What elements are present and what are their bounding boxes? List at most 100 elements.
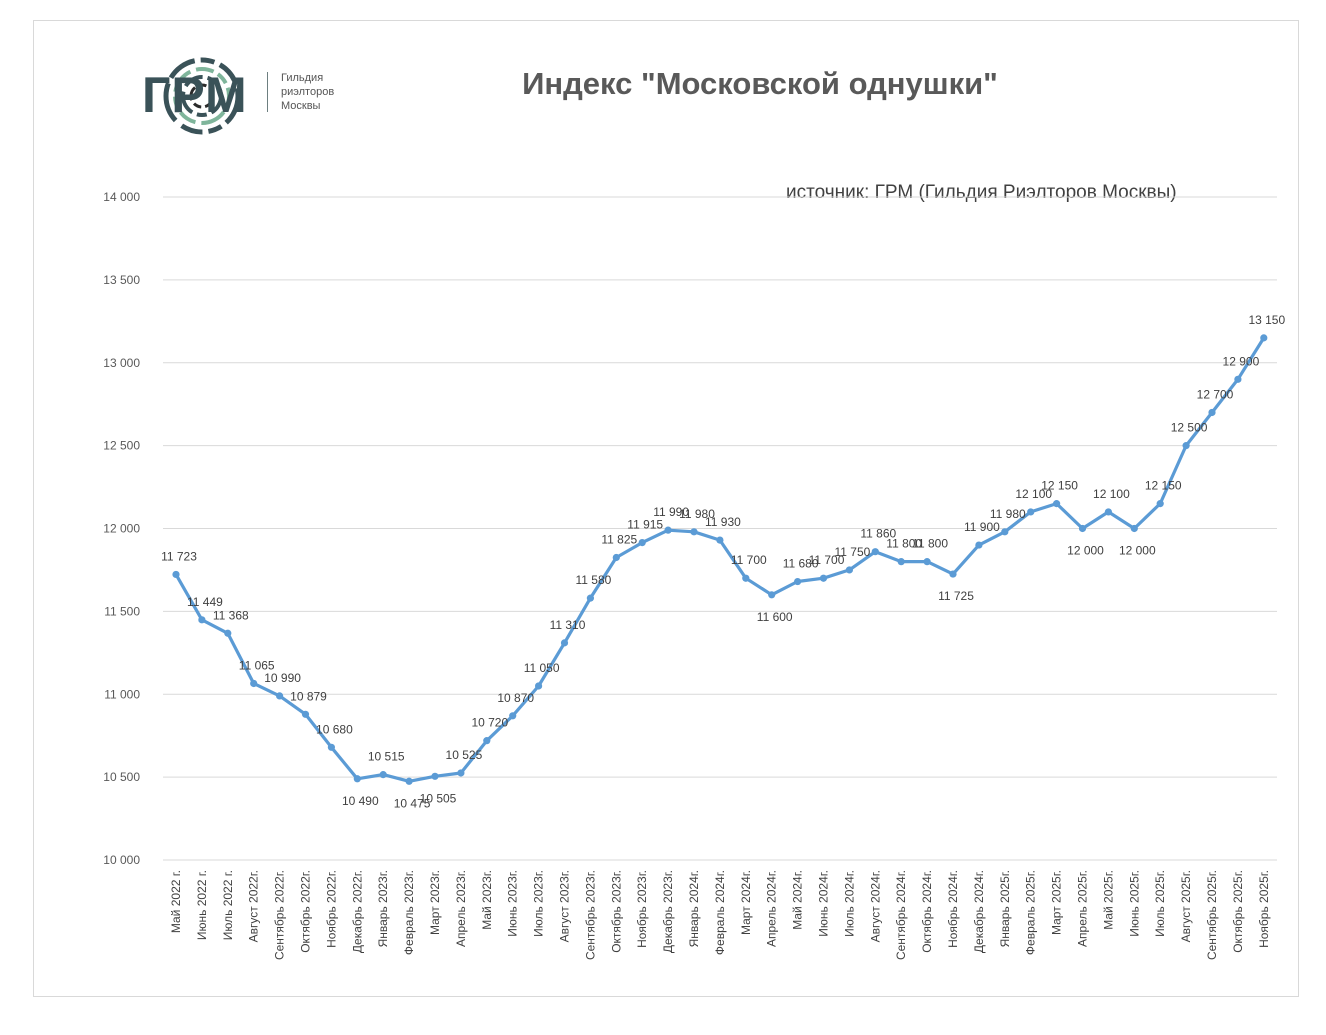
data-label: 12 100: [1015, 487, 1052, 501]
data-label: 11 050: [524, 661, 560, 675]
brand-subtitle-line: риэлторов: [281, 86, 335, 98]
data-label: 11 700: [731, 553, 767, 567]
data-label: 10 680: [316, 722, 353, 736]
data-point: [975, 541, 983, 549]
data-label: 10 720: [471, 716, 508, 730]
data-point: [353, 775, 361, 783]
data-label: 11 930: [705, 515, 741, 529]
x-tick-label: Май 2025г.: [1101, 870, 1115, 930]
data-label: 11 915: [627, 518, 663, 532]
x-tick-label: Август 2025г.: [1179, 870, 1193, 942]
y-tick-label: 11 500: [104, 604, 140, 618]
brand-subtitle-line: Гильдия: [281, 72, 324, 84]
data-point: [1130, 524, 1138, 533]
x-tick-label: Февраль 2023г.: [402, 870, 416, 955]
brand-subtitle-line: Москвы: [281, 100, 321, 112]
y-tick-label: 10 000: [103, 853, 140, 867]
data-point: [871, 548, 879, 556]
data-label: 10 525: [446, 748, 483, 762]
data-point: [819, 574, 828, 582]
x-tick-label: Сентябрь 2022г.: [273, 870, 287, 960]
data-label: 10 490: [342, 794, 379, 808]
data-point: [1078, 524, 1087, 533]
data-point: [224, 629, 232, 637]
data-label: 10 505: [420, 791, 457, 805]
x-tick-label: Январь 2025г.: [998, 870, 1012, 947]
data-point: [690, 528, 698, 536]
data-label: 11 800: [886, 537, 922, 551]
x-tick-label: Май 2023г.: [480, 870, 494, 930]
x-tick-label: Декабрь 2023г.: [661, 870, 675, 953]
x-tick-label: Май 2022 г.: [169, 870, 183, 933]
x-tick-label: Сентябрь 2024г.: [894, 870, 908, 960]
data-point: [897, 558, 905, 566]
x-tick-label: Март 2025г.: [1050, 870, 1064, 935]
data-label: 11 980: [990, 507, 1026, 521]
x-tick-label: Май 2024г.: [791, 870, 805, 930]
data-label: 11 723: [161, 549, 197, 563]
x-tick-label: Октябрь 2022г.: [299, 870, 313, 953]
x-tick-label: Июнь 2023г.: [506, 870, 520, 937]
data-point: [742, 574, 750, 582]
data-label: 11 900: [964, 520, 1000, 534]
data-point: [431, 772, 439, 780]
data-label: 11 600: [757, 610, 793, 624]
gridlines: [163, 196, 1277, 861]
x-tick-label: Октябрь 2025г.: [1231, 870, 1245, 953]
x-tick-label: Март 2024г.: [739, 870, 753, 935]
y-tick-label: 12 500: [103, 439, 140, 453]
x-tick-label: Апрель 2024г.: [765, 870, 779, 947]
y-tick-label: 12 000: [103, 522, 140, 536]
data-label: 11 800: [912, 537, 948, 551]
data-point: [664, 526, 672, 534]
data-point: [1156, 500, 1164, 508]
data-label: 11 990: [653, 505, 689, 519]
data-label: 13 150: [1248, 313, 1285, 327]
data-point: [612, 553, 620, 562]
data-point: [949, 570, 957, 578]
x-tick-label: Ноябрь 2025г.: [1257, 870, 1271, 948]
y-tick-label: 13 500: [103, 273, 140, 287]
x-tick-label: Январь 2024г.: [687, 870, 701, 947]
x-tick-label: Август 2022г.: [247, 870, 261, 942]
data-label: 10 870: [497, 691, 534, 705]
data-point: [301, 710, 310, 718]
y-axis-ticks: 10 000 10 500 11 000 11 500 12 000 12 500 13 0…: [103, 190, 140, 867]
y-tick-label: 11 000: [104, 687, 140, 701]
data-label: 12 900: [1223, 354, 1260, 368]
data-label: 12 100: [1093, 487, 1130, 501]
y-tick-label: 13 000: [103, 356, 140, 370]
x-tick-label: Июль 2024г.: [842, 870, 856, 937]
x-tick-label: Июнь 2022 г.: [195, 870, 209, 940]
brand-subtitle: Гильдия риэлторов Москвы: [281, 71, 371, 113]
x-tick-label: Декабрь 2024г.: [972, 870, 986, 953]
x-tick-label: Февраль 2025г.: [1024, 870, 1038, 955]
x-tick-label: Июнь 2024г.: [817, 870, 831, 937]
x-tick-label: Февраль 2024г.: [713, 870, 727, 955]
data-point: [379, 771, 387, 779]
data-point: [1234, 375, 1242, 383]
data-point: [1104, 508, 1112, 516]
data-label: 10 475: [394, 796, 431, 810]
data-point: [1027, 508, 1035, 516]
data-label: 11 700: [809, 553, 845, 567]
y-tick-label: 10 500: [103, 770, 140, 784]
data-points: [172, 334, 1268, 785]
logo-divider: [267, 72, 268, 112]
data-point: [923, 558, 931, 566]
data-point: [327, 743, 335, 751]
data-label: 12 150: [1041, 479, 1078, 493]
x-tick-label: Август 2024г.: [868, 870, 882, 942]
data-label: 12 000: [1119, 544, 1156, 558]
data-point: [457, 769, 465, 777]
data-label: 10 515: [368, 750, 405, 764]
data-label: 12 500: [1171, 421, 1208, 435]
data-point: [535, 682, 543, 690]
data-point: [794, 577, 802, 586]
data-label: 11 980: [679, 507, 715, 521]
data-label: 11 860: [860, 527, 896, 541]
x-tick-label: Август 2023г.: [558, 870, 572, 942]
chart-frame: [33, 20, 1299, 997]
